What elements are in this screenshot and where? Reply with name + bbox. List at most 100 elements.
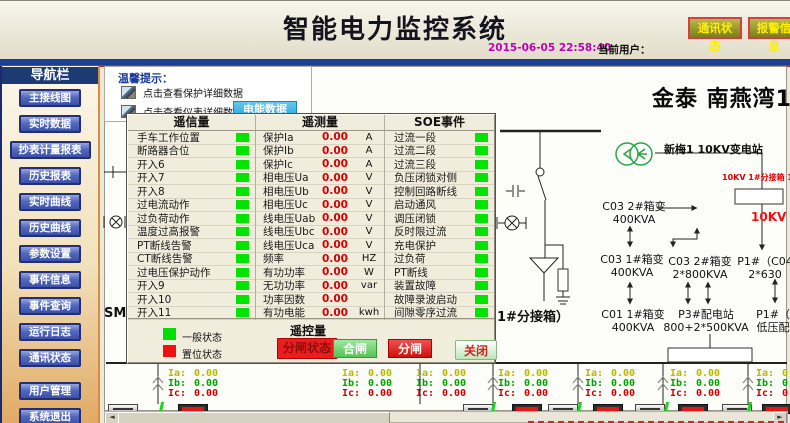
tips-title: 温馨提示： xyxy=(118,72,173,85)
soe-row: 故障录波启动 xyxy=(385,293,494,307)
status-indicator-green xyxy=(236,240,249,250)
header-bar: 智能电力监控系统 通讯状态 报警信息 2015-06-05 22:58:40 当… xyxy=(0,1,790,60)
phase-current-group: Ia:0.00 Ib:0.00 Ic:0.00 xyxy=(498,368,549,399)
open-switch-button[interactable]: 分闸 xyxy=(388,339,432,358)
soe-row: 过负荷 xyxy=(385,253,494,266)
status-indicator-green xyxy=(475,281,488,291)
dialog-body: 手车工作位置 断路器合位 开入6 开入7 xyxy=(128,131,494,320)
clipped-red-text xyxy=(528,421,788,423)
substation-label: 新梅1 10KV变电站 xyxy=(664,143,763,156)
yx-row: 开入10 xyxy=(128,293,255,307)
close-switch-button[interactable]: 合闸 xyxy=(333,339,377,358)
phase-current-group: Ia:0.00 Ib:0.00 Ic:0.00 xyxy=(670,368,721,399)
status-indicator-green xyxy=(236,200,249,210)
sidebar-title: 导航栏 xyxy=(2,67,98,84)
soe-row: 过流三段 xyxy=(385,158,494,172)
sm6-cabinet-label-right: 1#分接箱） xyxy=(497,310,569,325)
sidebar-item[interactable]: 事件信息 xyxy=(19,271,81,289)
yx-row: 温度过高报警 xyxy=(128,226,255,239)
sidebar-item[interactable]: 实时曲线 xyxy=(19,193,81,211)
status-indicator-green xyxy=(236,227,249,237)
yx-row: 过电流动作 xyxy=(128,199,255,212)
status-indicator-green xyxy=(236,308,249,318)
yc-row: 保护Ib 0.00 A xyxy=(256,145,384,158)
sidebar-item[interactable]: 实时数据 xyxy=(19,115,81,133)
sidebar-item[interactable]: 用户管理 xyxy=(19,382,81,400)
node-label: C01 1#箱变 400KVA xyxy=(601,308,665,334)
yx-row: CT断线告警 xyxy=(128,253,255,266)
comm-status-button[interactable]: 通讯状态 xyxy=(688,17,742,53)
soe-row: 过流一段 xyxy=(385,131,494,145)
node-label: C03 1#箱变 400KVA xyxy=(600,253,664,279)
legend-green-icon xyxy=(163,328,176,340)
status-indicator-green xyxy=(236,267,249,277)
yx-row: PT断线告警 xyxy=(128,239,255,253)
node-label: P1#（C04 2*630 xyxy=(737,255,790,281)
scrollbar-thumb[interactable] xyxy=(118,412,390,423)
yx-header: 遥信量 xyxy=(128,115,256,130)
status-indicator-green xyxy=(475,254,488,264)
yx-column: 手车工作位置 断路器合位 开入6 开入7 xyxy=(128,131,256,320)
sidebar-item[interactable]: 运行日志 xyxy=(19,323,81,341)
scroll-right-icon[interactable]: ► xyxy=(773,412,787,423)
status-indicator-green xyxy=(475,294,488,304)
sidebar-item[interactable]: 历史报表 xyxy=(19,167,81,185)
sidebar-item[interactable]: 系统退出 xyxy=(19,408,81,423)
soe-row: 反时限过流 xyxy=(385,226,494,239)
dialog-footer: 遥控量 一般状态 置位状态 分闸状态 合闸 分闸 关闭 xyxy=(128,318,497,362)
status-indicator-green xyxy=(475,213,488,223)
sidebar-item[interactable]: 通讯状态 xyxy=(19,349,81,367)
phase-current-group: Ia:0.00 Ib:0.00 Ic:0.00 xyxy=(756,368,790,399)
status-indicator-green xyxy=(475,146,488,156)
yx-row: 过电压保护动作 xyxy=(128,266,255,280)
soe-row: 启动通风 xyxy=(385,199,494,212)
scroll-left-icon[interactable]: ◄ xyxy=(105,412,119,423)
yc-row: 保护Ic 0.00 A xyxy=(256,158,384,172)
yc-row: 频率 0.00 HZ xyxy=(256,253,384,266)
status-indicator-green xyxy=(475,132,488,142)
soe-row: 控制回路断线 xyxy=(385,185,494,199)
status-indicator-green xyxy=(236,132,249,142)
sidebar-item[interactable]: 抄表计量报表 xyxy=(9,141,91,159)
tap-box-label: 10KV 1#分接箱 1 xyxy=(722,173,790,182)
yc-row: 无功功率 0.00 var xyxy=(256,280,384,293)
soe-row: 间隙零序过流 xyxy=(385,307,494,320)
yc-row: 线电压Ubc 0.00 V xyxy=(256,226,384,239)
alarm-info-button[interactable]: 报警信息 xyxy=(748,17,790,53)
close-dialog-button[interactable]: 关闭 xyxy=(455,340,497,360)
bay-detail-dialog: 遥信量 遥测量 SOE事件 手车工作位置 断路器合位 xyxy=(126,113,497,364)
legend-normal-label: 一般状态 xyxy=(182,333,222,344)
yk-title: 遥控量 xyxy=(289,324,326,338)
soe-row: 装置故障 xyxy=(385,280,494,293)
node-label: C03 2#箱变 400KVA xyxy=(602,200,666,226)
status-indicator-green xyxy=(475,227,488,237)
status-indicator-green xyxy=(475,267,488,277)
sidebar-item[interactable]: 主接线图 xyxy=(19,89,81,107)
node-label: P3#配电站 800+2*500KVA xyxy=(663,308,749,334)
legend-set-label: 置位状态 xyxy=(182,350,222,361)
trunk-label: 10KV 干 xyxy=(751,210,790,224)
status-indicator-green xyxy=(475,186,488,196)
sidebar-nav: 主接线图 实时数据 抄表计量报表 历史报表 实时曲线 历史曲线 参数设置 事件信… xyxy=(2,89,98,423)
node-label: C03 2#箱变 2*800KVA xyxy=(668,255,732,281)
status-indicator-green xyxy=(236,146,249,156)
sidebar-item[interactable]: 历史曲线 xyxy=(19,219,81,237)
yc-row: 线电压Uca 0.00 V xyxy=(256,239,384,253)
sidebar-item[interactable]: 事件查询 xyxy=(19,297,81,315)
phase-current-group: Ia:0.00 Ib:0.00 Ic:0.00 xyxy=(168,368,219,399)
measurement-strip: Ia: 0.00 Ib: 0.00 Ic: 0.00 Ia: 0.00 Ib: 0.00 … xyxy=(0,369,790,403)
yx-row: 开入8 xyxy=(128,185,255,199)
phase-current-group: Ia:0.00 Ib:0.00 Ic:0.00 xyxy=(342,368,393,399)
sidebar-item[interactable]: 参数设置 xyxy=(19,245,81,263)
status-indicator-green xyxy=(236,281,249,291)
protection-data-icon[interactable] xyxy=(121,86,136,99)
navigation-sidebar: 导航栏 主接线图 实时数据 抄表计量报表 历史报表 实时曲线 历史曲线 参数设置… xyxy=(0,66,100,423)
status-indicator-green xyxy=(475,308,488,318)
node-label: P1#（ 低压配 xyxy=(756,308,790,334)
yc-row: 线电压Uab 0.00 V xyxy=(256,212,384,226)
status-indicator-green xyxy=(236,254,249,264)
status-indicator-green xyxy=(236,213,249,223)
yc-row: 相电压Uc 0.00 V xyxy=(256,199,384,212)
phase-current-group: Ia:0.00 Ib:0.00 Ic:0.00 xyxy=(416,368,467,399)
